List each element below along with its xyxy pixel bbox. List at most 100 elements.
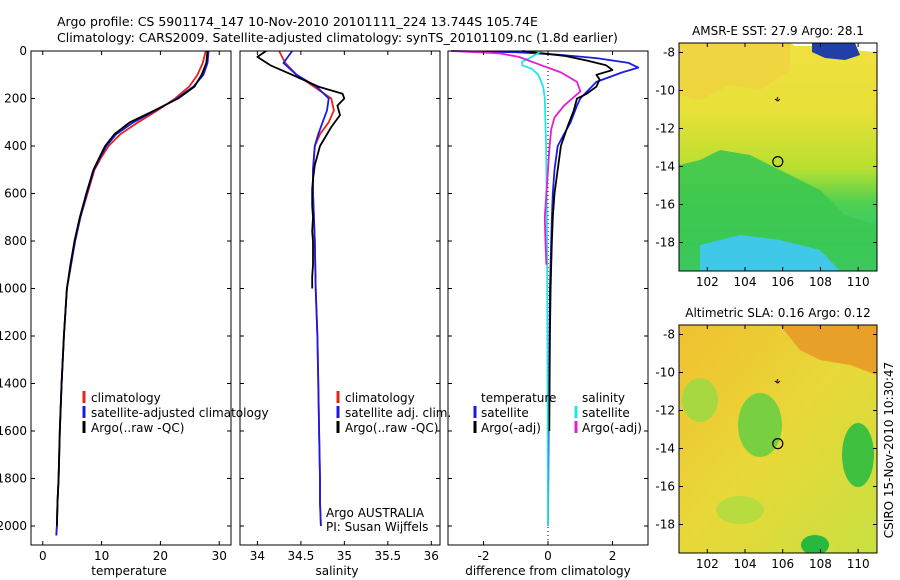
depth-tick-label: 1800 bbox=[0, 472, 27, 486]
sla-map-ytick-label: -8 bbox=[663, 328, 675, 342]
salinity-xlabel: salinity bbox=[315, 564, 358, 578]
footer-credit: CSIRO 15-Nov-2010 10:30:47 bbox=[882, 362, 896, 538]
sst-map-ytick-label: -12 bbox=[655, 122, 675, 136]
sla-map-frame bbox=[678, 324, 878, 554]
sla-map-xtick-label: 108 bbox=[809, 557, 832, 571]
sla-map-ytick-label: -14 bbox=[655, 442, 675, 456]
difference-series-black-line bbox=[522, 50, 614, 432]
salinity-xtick-label: 34 bbox=[250, 549, 265, 563]
figure-title-line2: Climatology: CARS2009. Satellite-adjuste… bbox=[57, 30, 618, 45]
temperature-xtick-label: 0 bbox=[39, 549, 47, 563]
legend-label-climatology: climatology bbox=[345, 391, 415, 405]
depth-tick-label: 1400 bbox=[0, 377, 27, 391]
temperature-axes-frame bbox=[30, 50, 232, 546]
figure-title-line1: Argo profile: CS 5901174_147 10-Nov-2010… bbox=[57, 14, 538, 29]
sla-map-xtick-label: 104 bbox=[734, 557, 757, 571]
legend-label-temperature-satellite: satellite bbox=[481, 406, 529, 420]
sla-map-panel: Altimetric SLA: 0.16 Argo: 0.12 102 104 10… bbox=[655, 306, 878, 571]
sla-map-marker bbox=[772, 378, 784, 450]
sst-map-xtick-label: 102 bbox=[696, 275, 719, 289]
sla-green-blob-4 bbox=[801, 535, 829, 553]
sst-map-frame bbox=[678, 42, 878, 272]
sst-map-xtick-label: 108 bbox=[809, 275, 832, 289]
difference-legend: temperature salinity satellite Argo(-adj… bbox=[473, 391, 642, 435]
legend-header-salinity: salinity bbox=[582, 391, 625, 405]
depth-tick-label: 0 bbox=[19, 44, 27, 58]
sla-map-xtick-label: 102 bbox=[696, 557, 719, 571]
sla-map-ytick-label: -10 bbox=[655, 366, 675, 380]
temperature-xtick-label: 20 bbox=[153, 549, 168, 563]
salinity-series-black-line bbox=[256, 50, 346, 289]
sst-map-xtick-label: 110 bbox=[847, 275, 870, 289]
sst-map-argo-track-mark bbox=[774, 96, 781, 102]
sla-green-blob-5 bbox=[716, 496, 764, 524]
salinity-series-red-line bbox=[278, 50, 335, 527]
depth-tick-label: 400 bbox=[4, 139, 27, 153]
depth-tick-label: 1600 bbox=[0, 424, 27, 438]
temperature-xtick-label: 10 bbox=[94, 549, 109, 563]
legend-label-argo: Argo(..raw -QC) bbox=[345, 421, 438, 435]
sst-map-ytick-label: -10 bbox=[655, 84, 675, 98]
difference-ticks: -2 0 2 bbox=[448, 50, 648, 563]
salinity-xtick-label: 35.5 bbox=[374, 549, 401, 563]
sst-map-marker bbox=[772, 96, 784, 168]
sla-map-ytick-label: -18 bbox=[655, 518, 675, 532]
difference-xlabel: difference from climatology bbox=[465, 564, 631, 578]
temperature-panel: 0 10 20 30 0 200 400 600 800 1000 1200 1400 1600 1800… bbox=[0, 44, 269, 578]
salinity-series-blue-line bbox=[282, 50, 330, 527]
legend-label-satellite-adj: satellite adj. clim. bbox=[345, 406, 451, 420]
sla-field bbox=[679, 325, 877, 553]
sst-map-title: AMSR-E SST: 27.9 Argo: 28.1 bbox=[692, 24, 864, 38]
sst-map-ytick-label: -8 bbox=[663, 46, 675, 60]
depth-tick-label: 600 bbox=[4, 187, 27, 201]
salinity-xtick-label: 35 bbox=[337, 549, 352, 563]
sst-map-ticks: 102 104 106 108 110 -8 -10 -12 -14 -16 -18 bbox=[655, 43, 877, 289]
sla-map-argo-position bbox=[772, 438, 784, 450]
depth-tick-label: 2000 bbox=[0, 519, 27, 533]
legend-label-salinity-argo: Argo(-adj) bbox=[582, 421, 642, 435]
salinity-legend: climatology satellite adj. clim. Argo(..… bbox=[336, 391, 451, 435]
sst-map-ytick-label: -16 bbox=[655, 198, 675, 212]
depth-tick-label: 800 bbox=[4, 234, 27, 248]
legend-label-argo: Argo(..raw -QC) bbox=[91, 421, 184, 435]
sst-cool-patch bbox=[700, 235, 840, 271]
sst-map-ytick-label: -14 bbox=[655, 160, 675, 174]
difference-series-magenta-line bbox=[451, 50, 582, 265]
salinity-marks bbox=[256, 50, 346, 527]
temperature-ticks: 0 10 20 30 0 200 400 600 800 1000 1200 1400 1600 1800… bbox=[0, 44, 231, 563]
sla-map-ticks: 102 104 106 108 110 -8 -10 -12 -14 -16 -18 bbox=[655, 325, 877, 571]
float-owner-label: Argo AUSTRALIA bbox=[326, 506, 425, 520]
legend-label-satellite-adjusted: satellite-adjusted climatology bbox=[91, 406, 269, 420]
salinity-xtick-label: 36 bbox=[424, 549, 439, 563]
sla-map-argo-track-mark bbox=[774, 378, 781, 384]
temperature-xtick-label: 30 bbox=[212, 549, 227, 563]
depth-tick-label: 1000 bbox=[0, 282, 27, 296]
depth-tick-label: 1200 bbox=[0, 329, 27, 343]
difference-panel: -2 0 2 difference from climatology tempera… bbox=[447, 50, 649, 578]
sla-map-ytick-label: -16 bbox=[655, 480, 675, 494]
sst-map-xtick-label: 104 bbox=[734, 275, 757, 289]
sla-map-ytick-label: -12 bbox=[655, 404, 675, 418]
sst-warm-patch bbox=[679, 43, 790, 100]
sla-map-xtick-label: 106 bbox=[771, 557, 794, 571]
sla-green-blob-3 bbox=[682, 378, 718, 422]
sla-high-patch bbox=[780, 325, 877, 375]
sst-cold-patch bbox=[812, 43, 860, 60]
salinity-panel: 34 34.5 35 35.5 36 salinity climatology sate… bbox=[239, 50, 451, 578]
legend-label-temperature-argo: Argo(-adj) bbox=[481, 421, 541, 435]
sla-green-blob-2 bbox=[842, 423, 874, 487]
temperature-series-black-line bbox=[56, 50, 209, 527]
sst-map-argo-position bbox=[772, 156, 784, 168]
legend-header-temperature: temperature bbox=[481, 391, 556, 405]
legend-label-climatology: climatology bbox=[91, 391, 161, 405]
difference-xtick-label: -2 bbox=[477, 549, 489, 563]
sla-map-title: Altimetric SLA: 0.16 Argo: 0.12 bbox=[685, 306, 870, 320]
difference-marks bbox=[451, 50, 640, 545]
temperature-xlabel: temperature bbox=[91, 564, 166, 578]
salinity-ticks: 34 34.5 35 35.5 36 bbox=[240, 50, 440, 563]
temperature-marks bbox=[55, 50, 210, 536]
principal-investigator-label: PI: Susan Wijffels bbox=[326, 520, 428, 534]
sst-map-ytick-label: -18 bbox=[655, 236, 675, 250]
temperature-legend: climatology satellite-adjusted climatolo… bbox=[82, 391, 269, 435]
